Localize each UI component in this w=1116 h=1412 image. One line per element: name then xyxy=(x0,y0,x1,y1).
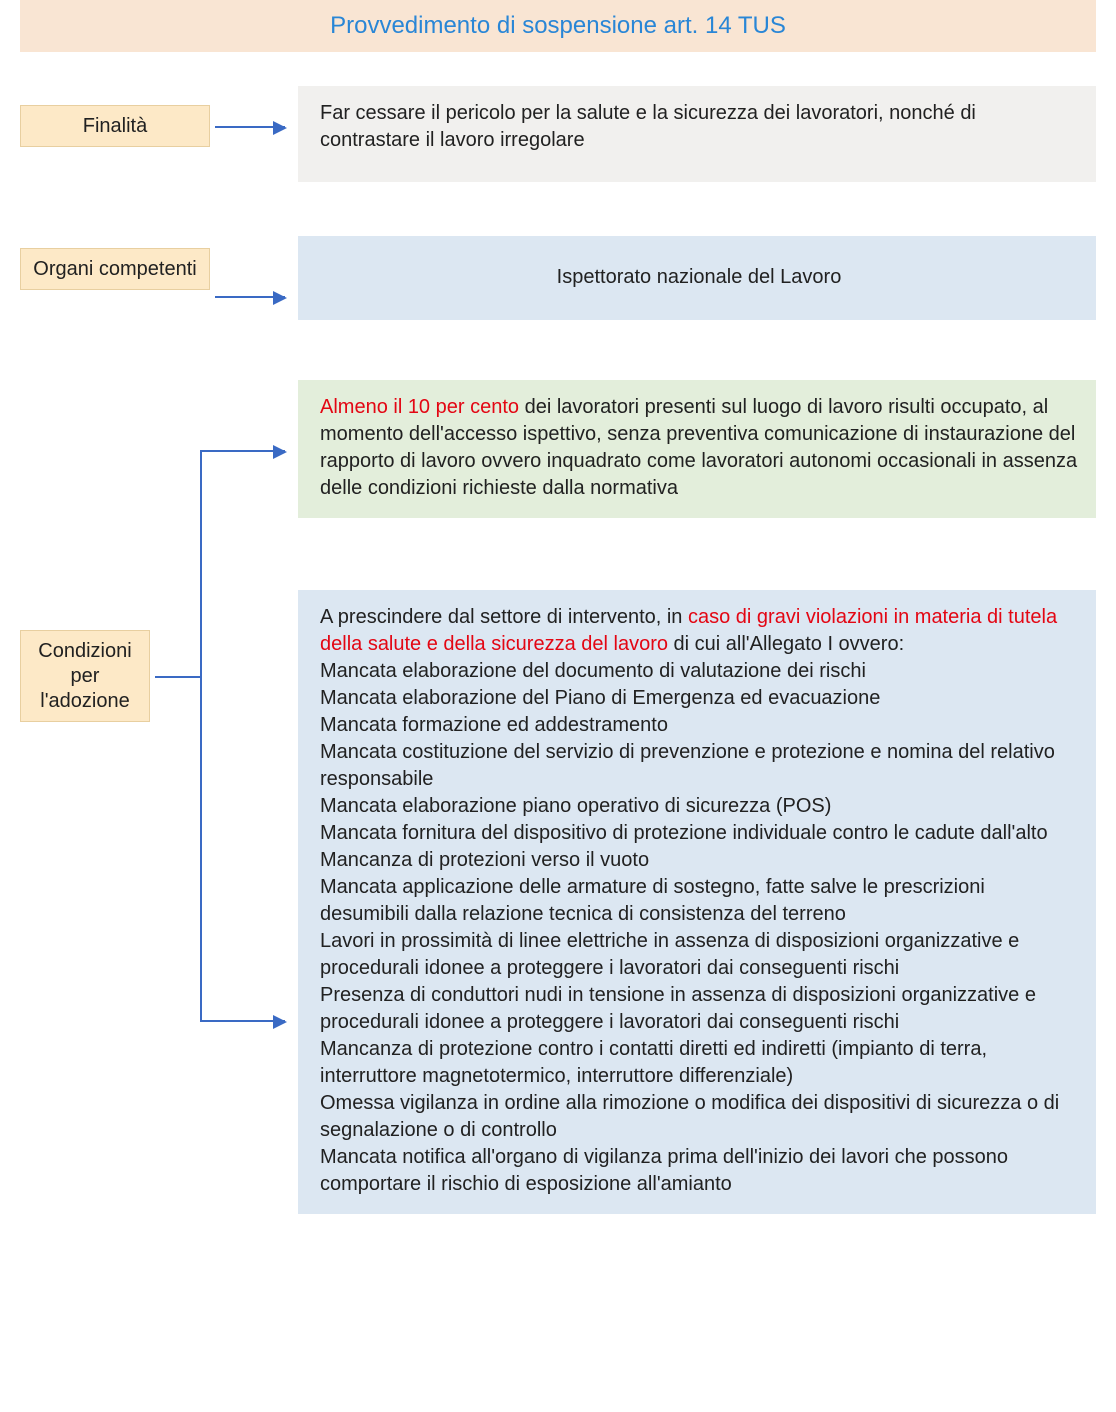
brace-arrow-bottom xyxy=(200,1020,285,1022)
box4-item: Mancata elaborazione piano operativo di … xyxy=(320,793,1078,820)
box-condizione-10pct: Almeno il 10 per cento dei lavoratori pr… xyxy=(298,380,1096,518)
box4-item: Mancata elaborazione del Piano di Emerge… xyxy=(320,685,1078,712)
box4-item: Omessa vigilanza in ordine alla rimozion… xyxy=(320,1090,1078,1144)
brace-stem xyxy=(155,676,200,678)
box4-item: Presenza di conduttori nudi in tensione … xyxy=(320,982,1078,1036)
box4-item: Mancata elaborazione del documento di va… xyxy=(320,658,1078,685)
box4-item: Mancanza di protezioni verso il vuoto xyxy=(320,847,1078,874)
box4-item: Mancata applicazione delle armature di s… xyxy=(320,874,1078,928)
box4-item: Mancata costituzione del servizio di pre… xyxy=(320,739,1078,793)
box-organi: Ispettorato nazionale del Lavoro xyxy=(298,236,1096,320)
arrow-organi xyxy=(215,296,285,298)
label-condizioni: Condizioni per l'adozione xyxy=(20,630,150,722)
title-text: Provvedimento di sospensione art. 14 TUS xyxy=(330,12,786,39)
box3-highlight: Almeno il 10 per cento xyxy=(320,396,519,418)
box-finalita-text: Far cessare il pericolo per la salute e … xyxy=(320,102,976,151)
box4-item: Mancata fornitura del dispositivo di pro… xyxy=(320,820,1078,847)
box-organi-text: Ispettorato nazionale del Lavoro xyxy=(557,264,842,291)
box4-item: Mancata notifica all'organo di vigilanza… xyxy=(320,1144,1078,1198)
label-organi: Organi competenti xyxy=(20,248,210,290)
box-condizione-gravi-violazioni: A prescindere dal settore di intervento,… xyxy=(298,590,1096,1214)
arrow-finalita xyxy=(215,126,285,128)
label-condizioni-l1: Condizioni xyxy=(38,640,131,662)
label-condizioni-l2: per xyxy=(71,665,100,687)
box4-intro-after: di cui all'Allegato I ovvero: xyxy=(668,633,904,655)
box-finalita: Far cessare il pericolo per la salute e … xyxy=(298,86,1096,182)
brace-vertical xyxy=(200,450,202,1020)
box4-item: Mancata formazione ed addestramento xyxy=(320,712,1078,739)
label-condizioni-l3: l'adozione xyxy=(40,690,129,712)
label-finalita-text: Finalità xyxy=(83,115,147,137)
brace-arrow-top xyxy=(200,450,285,452)
box4-list: Mancata elaborazione del documento di va… xyxy=(320,658,1078,1198)
label-finalita: Finalità xyxy=(20,105,210,147)
label-organi-text: Organi competenti xyxy=(33,258,196,280)
box4-item: Mancanza di protezione contro i contatti… xyxy=(320,1036,1078,1090)
box4-intro-before: A prescindere dal settore di intervento,… xyxy=(320,606,688,628)
box4-item: Lavori in prossimità di linee elettriche… xyxy=(320,928,1078,982)
title-bar: Provvedimento di sospensione art. 14 TUS xyxy=(20,0,1096,52)
